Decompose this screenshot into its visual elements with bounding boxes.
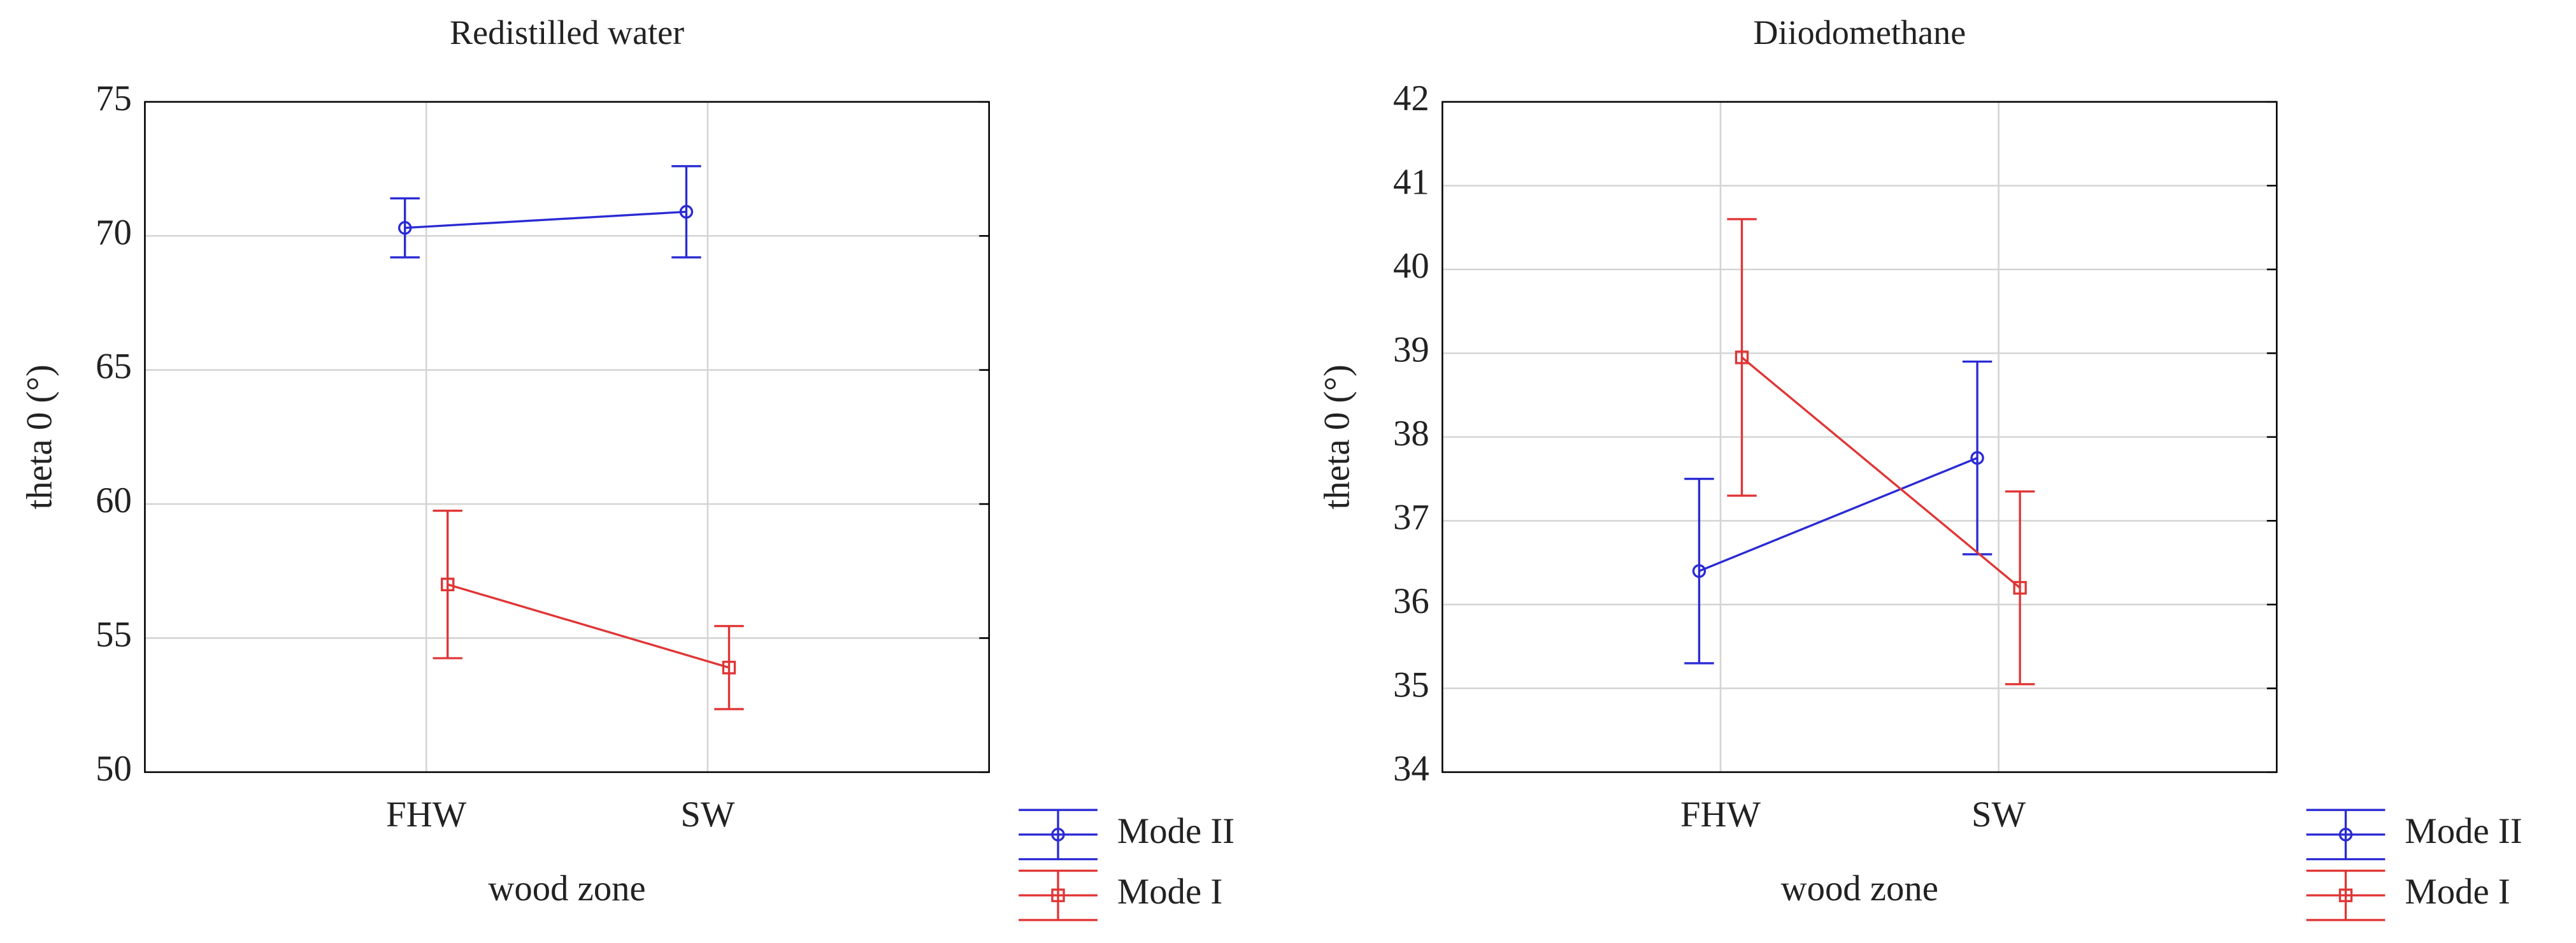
error-bar (390, 197, 420, 259)
y-tick-label: 35 (1393, 665, 1429, 705)
series-line (404, 210, 687, 229)
y-tick-label: 75 (96, 78, 132, 119)
y-tick-label: 60 (96, 480, 132, 521)
y-tick-label: 37 (1393, 497, 1429, 537)
error-bar (714, 624, 744, 710)
marker (722, 661, 736, 675)
marker (1051, 888, 1065, 902)
legend-label: Mode I (1117, 872, 1222, 912)
plot-frame (144, 101, 991, 774)
marker (1051, 828, 1065, 842)
series-line (1698, 457, 1978, 572)
x-axis-label: wood zone (1781, 868, 1938, 909)
y-tick-label: 39 (1393, 329, 1429, 370)
chart-title: Diiodomethane (1753, 13, 1966, 52)
y-tick-label: 40 (1393, 246, 1429, 286)
x-tick-label: SW (1971, 795, 2026, 835)
y-tick-label: 42 (1393, 78, 1429, 119)
marker (397, 220, 412, 235)
legend-label: Mode I (2405, 872, 2510, 912)
marker (2338, 888, 2353, 902)
y-tick-label: 41 (1393, 162, 1429, 202)
marker (1735, 350, 1749, 364)
marker (2013, 580, 2027, 595)
y-tick-label: 34 (1393, 749, 1429, 789)
y-tick-label: 70 (96, 212, 132, 252)
error-bar (1962, 360, 1993, 556)
legend-item: Mode II (2306, 809, 2522, 861)
series-line (1741, 356, 2021, 589)
error-bar (1684, 477, 1714, 665)
x-tick-label: FHW (1680, 795, 1761, 835)
marker (1692, 564, 1707, 578)
y-tick-label: 36 (1393, 581, 1429, 621)
legend-item: Mode I (2306, 869, 2510, 921)
x-axis-label: wood zone (488, 868, 645, 909)
error-bar (1727, 218, 1757, 497)
y-tick-label: 50 (96, 749, 132, 789)
error-bar (433, 509, 462, 659)
chart: 34 35 36 37 38 39 40 41 42 FHW SW Diiodomethane wood… (1317, 13, 2522, 921)
error-bar (2005, 490, 2035, 686)
legend-item: Mode II (1019, 809, 1234, 861)
chart-title: Redistilled water (450, 13, 684, 52)
plot-frame (1442, 101, 2278, 774)
marker (2338, 828, 2353, 842)
y-tick-label: 55 (96, 614, 132, 654)
legend-label: Mode II (1117, 811, 1234, 851)
marker (441, 577, 455, 591)
x-tick-label: FHW (386, 795, 467, 835)
x-tick-label: SW (680, 795, 735, 835)
y-axis-label: theta 0 (°) (1317, 364, 1357, 509)
series-line (447, 583, 729, 669)
y-axis-label: theta 0 (°) (20, 364, 60, 509)
y-tick-label: 38 (1393, 414, 1429, 454)
legend-item: Mode I (1019, 869, 1222, 921)
y-tick-label: 65 (96, 347, 132, 387)
marker (1970, 451, 1984, 465)
legend-label: Mode II (2405, 811, 2522, 851)
marker (679, 205, 694, 219)
error-bar (671, 165, 701, 259)
chart: 50 55 60 65 70 75 FHW SW Redistilled water wood z… (20, 13, 1234, 921)
